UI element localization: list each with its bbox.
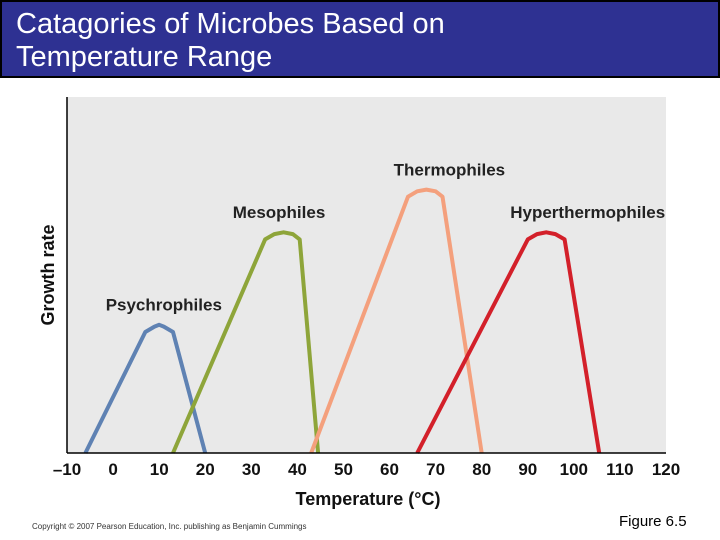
slide-title: Catagories of Microbes Based on Temperat… [16,8,445,74]
x-tick-label: 60 [380,460,399,479]
slide-title-line2: Temperature Range [16,41,273,73]
curves-group [83,187,602,454]
x-axis-label: Temperature (°C) [296,489,441,509]
slide-title-line1: Catagories of Microbes Based on [16,8,445,40]
x-tick-label: 10 [150,460,169,479]
x-tick-label: 40 [288,460,307,479]
mesophiles-label: Mesophiles [233,203,326,222]
x-tick-label: 120 [652,460,680,479]
copyright-notice: Copyright © 2007 Pearson Education, Inc.… [32,522,307,531]
plot-area [67,97,666,453]
series-labels-group: Psychrophiles Mesophiles Thermophiles Hyper… [106,160,665,314]
x-tick-label: 110 [606,460,633,479]
mesophiles-curve [171,230,321,454]
x-tick-label: 100 [560,460,588,479]
x-tick-label: 80 [472,460,491,479]
thermophiles-curve [309,187,484,454]
hyperthermophiles-label: Hyperthermophiles [510,203,665,222]
psychrophiles-curve [83,322,208,454]
title-bar: Catagories of Microbes Based on Temperat… [0,0,720,78]
x-tick-label: 30 [242,460,261,479]
hyperthermophiles-curve [415,230,602,454]
psychrophiles-label: Psychrophiles [106,296,222,315]
x-tick-label: 50 [334,460,353,479]
thermophiles-label: Thermophiles [394,160,505,179]
x-tick-label: –10 [53,460,81,479]
x-tick-label: 20 [196,460,215,479]
x-tick-label: 70 [426,460,445,479]
x-tick-labels-group: –10 0 10 20 30 40 50 60 70 80 90 100 110 120 [53,460,680,479]
y-axis-label: Growth rate [38,224,58,325]
x-tick-label: 0 [108,460,117,479]
figure-label: Figure 6.5 [619,513,687,530]
x-tick-label: 90 [518,460,537,479]
